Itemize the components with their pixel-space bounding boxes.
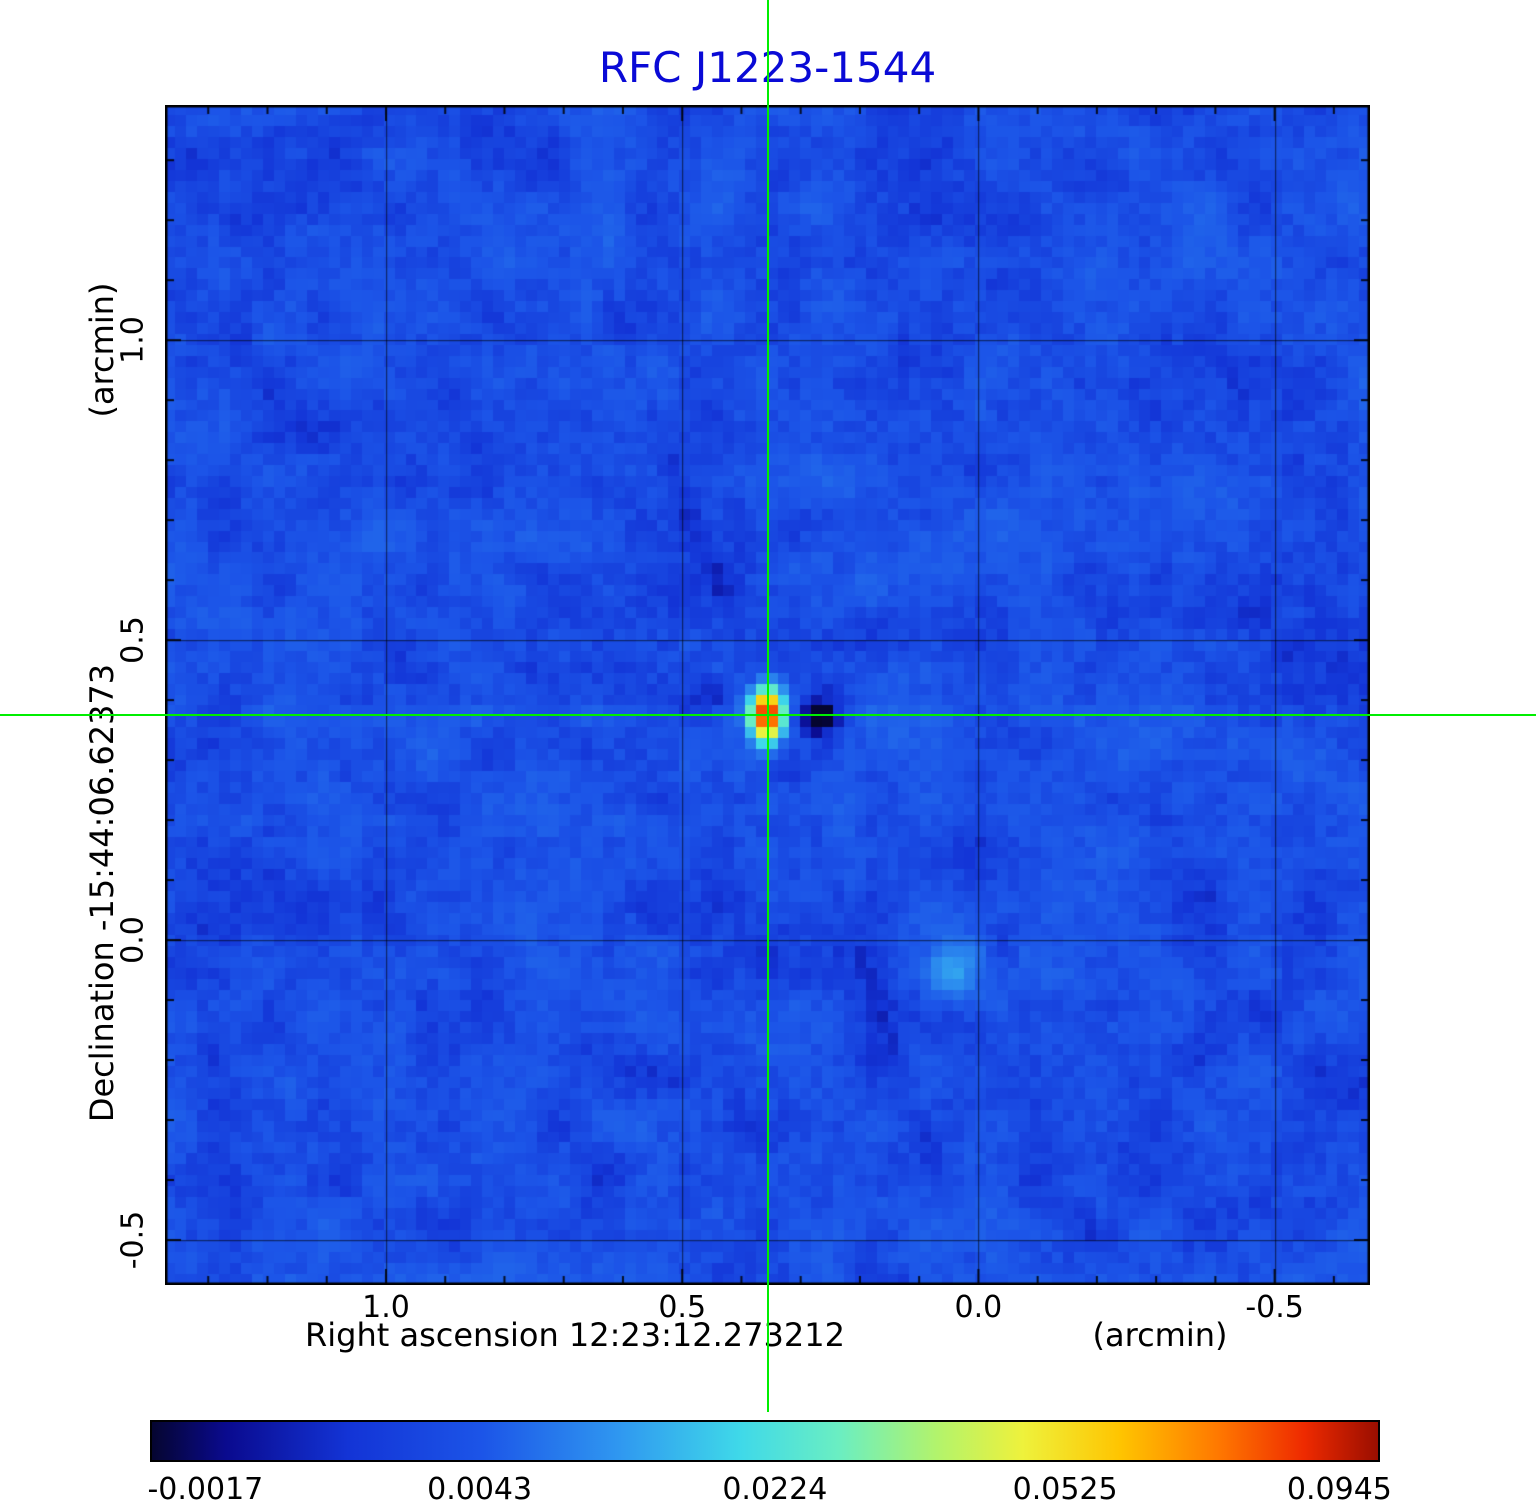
colorbar-tick-label: 0.0224 (722, 1472, 828, 1507)
x-tick-label: 1.0 (362, 1290, 410, 1325)
y-axis-label: Declination -15:44:06.62373 (83, 663, 121, 1123)
colorbar-tick-label: -0.0017 (147, 1472, 264, 1507)
x-tick-label: 0.5 (658, 1290, 707, 1325)
x-axis-unit-label: (arcmin) (1092, 1316, 1228, 1354)
crosshair-horizontal-line (0, 714, 1536, 717)
colorbar-tick-label: 0.0525 (1012, 1472, 1118, 1507)
colorbar-tick-label: 0.0043 (427, 1472, 533, 1507)
x-axis-label: Right ascension 12:23:12.273212 (305, 1316, 845, 1354)
colorbar-tick-label: 0.0945 (1286, 1472, 1392, 1507)
x-tick-label: 0.0 (954, 1290, 1003, 1325)
colorbar (150, 1420, 1380, 1462)
y-tick-label: -0.5 (115, 1210, 151, 1270)
y-tick-label: 0.0 (115, 916, 151, 964)
y-tick-label: 1.0 (115, 316, 151, 365)
y-tick-label: 0.5 (115, 616, 151, 664)
x-tick-label: -0.5 (1245, 1290, 1304, 1325)
crosshair-vertical-line (766, 0, 769, 1412)
